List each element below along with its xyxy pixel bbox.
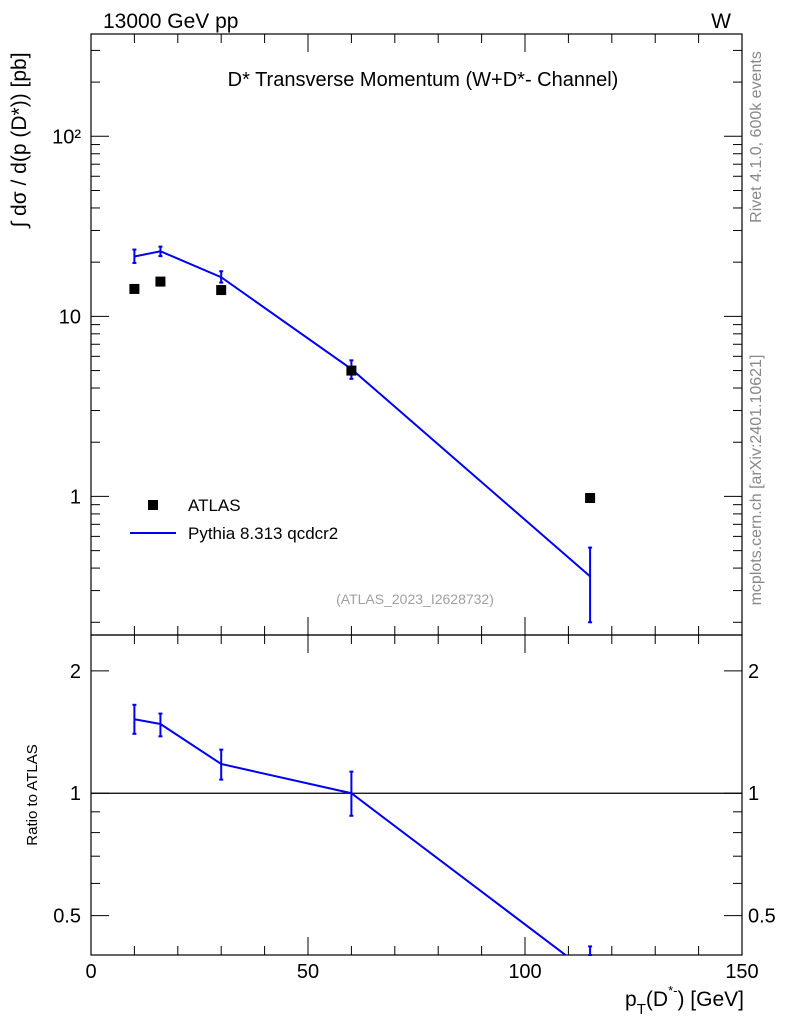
main-panel-frame (90, 33, 743, 636)
legend-atlas-marker (148, 500, 158, 510)
atlas-series (129, 276, 596, 504)
mc-series (132, 245, 593, 624)
x-tick-label: 150 (725, 961, 758, 983)
main-y-axis-title: ∫ dσ / d(p (D*)) [pb] (8, 52, 31, 228)
atlas-marker (585, 493, 596, 504)
y-tick-label-right: 0.5 (748, 906, 776, 928)
y-tick-label-right: 1 (748, 783, 759, 805)
x-axis-title: pT(D*-) [GeV] (625, 983, 744, 1018)
ratio-panel-frame (90, 634, 743, 956)
atlas-marker (155, 276, 166, 287)
legend-mc-label: Pythia 8.313 qcdcr2 (188, 524, 338, 543)
ratio-mc-series (132, 703, 593, 956)
main-panel: 1 10 10² D* Transverse Momentum (W+D*- Cha… (8, 33, 743, 636)
x-tick-label: 0 (85, 961, 96, 983)
x-tick-label: 50 (297, 961, 319, 983)
ratio-panel: 0.5 0.5 1 1 2 2 0 50 100 150 Ratio to ATLAS pT(D… (24, 634, 776, 1018)
main-y-axis: 1 10 10² (52, 49, 742, 623)
ratio-x-axis: 0 50 100 150 (85, 635, 759, 983)
atlas-marker (129, 283, 140, 294)
x-tick-label: 100 (508, 961, 541, 983)
y-tick-label: 2 (70, 661, 81, 683)
atlas-marker (346, 365, 357, 376)
rivet-version-label: Rivet 4.1.0, 600k events (748, 51, 765, 223)
legend-atlas-label: ATLAS (188, 496, 241, 515)
header-right-label: W (711, 10, 731, 33)
legend: ATLAS Pythia 8.313 qcdcr2 (130, 496, 338, 543)
atlas-marker (216, 285, 227, 296)
y-tick-label: 0.5 (53, 906, 81, 928)
ratio-y-axis-title: Ratio to ATLAS (24, 744, 41, 845)
header-left-label: 13000 GeV pp (103, 10, 238, 33)
y-tick-label: 10 (59, 306, 81, 328)
mcplots-source-label: mcplots.cern.ch [arXiv:2401.10621] (748, 355, 765, 606)
chart-title: D* Transverse Momentum (W+D*- Channel) (228, 69, 619, 91)
y-tick-label-right: 2 (748, 661, 759, 683)
watermark-label: (ATLAS_2023_I2628732) (336, 591, 494, 607)
ratio-mc-line (134, 718, 568, 955)
y-tick-label: 1 (70, 486, 81, 508)
main-x-axis (90, 34, 743, 635)
y-tick-label: 1 (70, 783, 81, 805)
ratio-y-axis: 0.5 0.5 1 1 2 2 (53, 661, 776, 956)
y-tick-label: 10² (52, 126, 81, 148)
